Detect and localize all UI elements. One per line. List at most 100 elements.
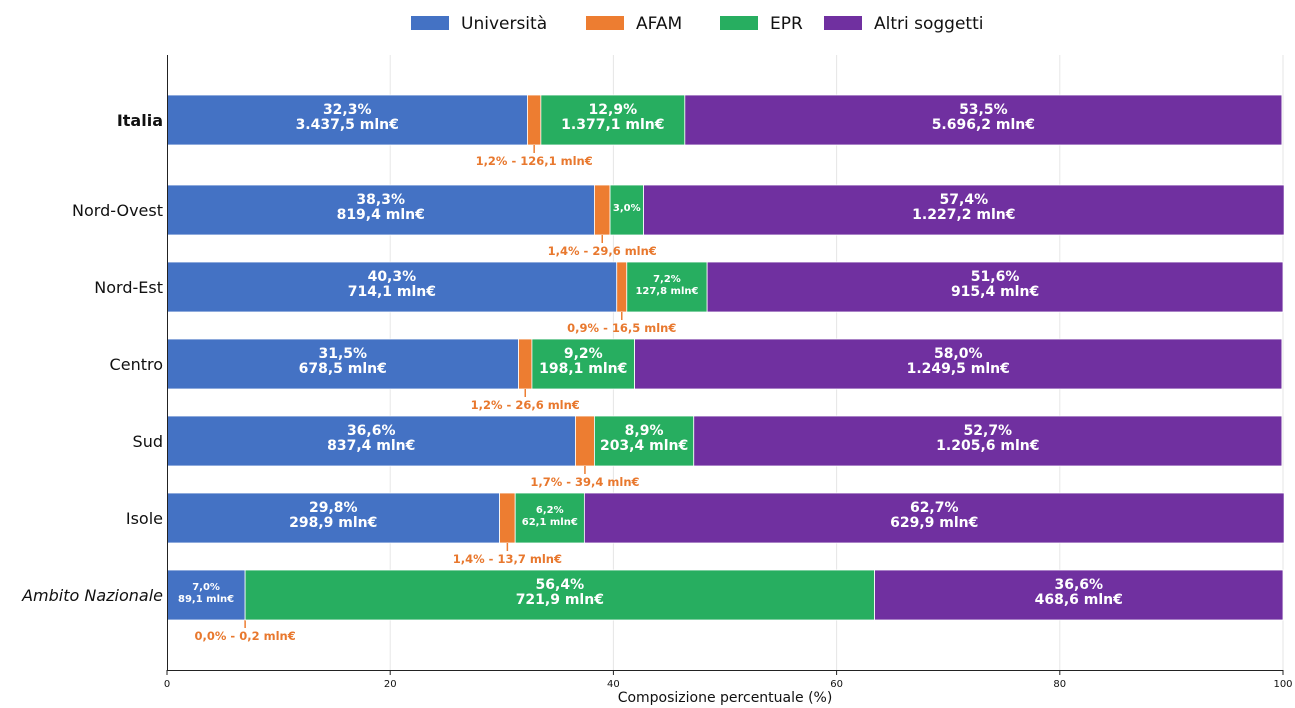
tick-label: 100 <box>1273 679 1292 690</box>
bar-value-label: 1.205,6 mln€ <box>936 438 1039 454</box>
bar-value-label: 57,4% <box>940 192 989 208</box>
legend-swatch <box>411 16 449 30</box>
category-label: Centro <box>110 355 163 374</box>
bar-value-label: 1.227,2 mln€ <box>912 207 1015 223</box>
bar-value-label: 5.696,2 mln€ <box>932 117 1035 133</box>
bar-value-label: 721,9 mln€ <box>516 592 604 608</box>
tick-label: 60 <box>830 679 843 690</box>
bar-segment <box>693 415 1283 467</box>
bar-value-label: 198,1 mln€ <box>539 361 627 377</box>
chart-legend: Università AFAM EPR Altri soggetti <box>411 14 984 34</box>
afam-value-label: 0,9% - 16,5 mln€ <box>567 321 676 335</box>
category-label: Italia <box>117 111 163 130</box>
tick-label: 0 <box>164 679 170 690</box>
legend-swatch <box>586 16 624 30</box>
bar-value-label: 3,0% <box>613 203 641 214</box>
bar-segments: 32,3%3.437,5 mln€1,2% - 126,1 mln€12,9%1… <box>166 94 1285 643</box>
chart-axes <box>167 55 1283 671</box>
bar-segment <box>583 492 1285 544</box>
category-label: Ambito Nazionale <box>21 586 163 605</box>
tick-label: 40 <box>607 679 620 690</box>
bar-value-label: 31,5% <box>318 346 367 362</box>
bar-value-label: 40,3% <box>368 269 417 285</box>
bar-value-label: 7,0% <box>192 582 220 593</box>
category-label: Nord-Est <box>94 278 163 297</box>
bar-value-label: 38,3% <box>356 192 405 208</box>
bar-value-label: 298,9 mln€ <box>289 515 377 531</box>
legend-label: Università <box>461 14 547 34</box>
bar-value-label: 203,4 mln€ <box>600 438 688 454</box>
bar-segment <box>166 184 595 236</box>
category-labels: Italia Nord-Ovest Nord-Est Centro Sud Isole Am… <box>21 111 163 605</box>
afam-value-label: 1,2% - 26,6 mln€ <box>471 398 580 412</box>
bar-segment <box>609 184 644 236</box>
bar-segment <box>643 184 1285 236</box>
bar-value-label: 36,6% <box>1054 577 1103 593</box>
bar-value-label: 7,2% <box>653 274 681 285</box>
bar-segment <box>527 94 542 146</box>
bar-segment <box>634 338 1283 390</box>
bar-value-label: 915,4 mln€ <box>951 284 1039 300</box>
bar-value-label: 837,4 mln€ <box>327 438 415 454</box>
bar-value-label: 3.437,5 mln€ <box>296 117 399 133</box>
bar-segment <box>499 492 516 544</box>
category-label: Sud <box>133 432 163 451</box>
bar-segment <box>616 261 628 313</box>
bar-value-label: 629,9 mln€ <box>890 515 978 531</box>
x-ticks: 0 20 40 60 80 100 <box>164 670 1293 690</box>
bar-value-label: 678,5 mln€ <box>299 361 387 377</box>
bar-segment <box>518 338 533 390</box>
legend-swatch <box>824 16 862 30</box>
bar-value-label: 62,1 mln€ <box>522 517 578 528</box>
bar-value-label: 714,1 mln€ <box>348 284 436 300</box>
legend-label: AFAM <box>636 14 682 34</box>
bar-value-label: 468,6 mln€ <box>1035 592 1123 608</box>
bar-value-label: 9,2% <box>564 346 603 362</box>
bar-value-label: 62,7% <box>910 500 959 516</box>
category-label: Isole <box>126 509 163 528</box>
bar-value-label: 36,6% <box>347 423 396 439</box>
bar-value-label: 51,6% <box>971 269 1020 285</box>
bar-segment <box>166 94 528 146</box>
bar-segment <box>594 184 611 236</box>
bar-segment <box>166 569 246 621</box>
bar-value-label: 58,0% <box>934 346 983 362</box>
legend-label: Altri soggetti <box>874 14 984 34</box>
bar-value-label: 89,1 mln€ <box>178 594 234 605</box>
legend-label: EPR <box>770 14 803 34</box>
legend-swatch <box>720 16 758 30</box>
afam-value-label: 1,4% - 29,6 mln€ <box>548 244 657 258</box>
bar-segment <box>706 261 1284 313</box>
bar-segment <box>166 492 500 544</box>
bar-value-label: 52,7% <box>964 423 1013 439</box>
bar-value-label: 8,9% <box>625 423 664 439</box>
afam-value-label: 1,2% - 126,1 mln€ <box>476 154 593 168</box>
bar-segment <box>531 338 636 390</box>
bar-segment <box>166 415 576 467</box>
category-label: Nord-Ovest <box>72 201 163 220</box>
x-axis-title: Composizione percentuale (%) <box>618 690 833 706</box>
bar-value-label: 127,8 mln€ <box>635 286 698 297</box>
tick-label: 20 <box>384 679 397 690</box>
bar-segment <box>626 261 708 313</box>
bar-value-label: 819,4 mln€ <box>337 207 425 223</box>
afam-value-label: 0,0% - 0,2 mln€ <box>195 629 296 643</box>
afam-value-label: 1,4% - 13,7 mln€ <box>453 552 562 566</box>
tick-label: 80 <box>1053 679 1066 690</box>
bar-segment <box>244 569 875 621</box>
bar-value-label: 12,9% <box>589 102 638 118</box>
bar-value-label: 1.249,5 mln€ <box>907 361 1010 377</box>
bar-value-label: 53,5% <box>959 102 1008 118</box>
bar-value-label: 6,2% <box>536 505 564 516</box>
bar-segment <box>874 569 1284 621</box>
bar-value-label: 1.377,1 mln€ <box>561 117 664 133</box>
bar-segment <box>514 492 585 544</box>
bar-segment <box>594 415 695 467</box>
afam-value-label: 1,7% - 39,4 mln€ <box>530 475 639 489</box>
bar-segment <box>575 415 595 467</box>
bar-value-label: 29,8% <box>309 500 358 516</box>
bar-value-label: 32,3% <box>323 102 372 118</box>
bar-value-label: 56,4% <box>536 577 585 593</box>
bar-segment <box>684 94 1283 146</box>
